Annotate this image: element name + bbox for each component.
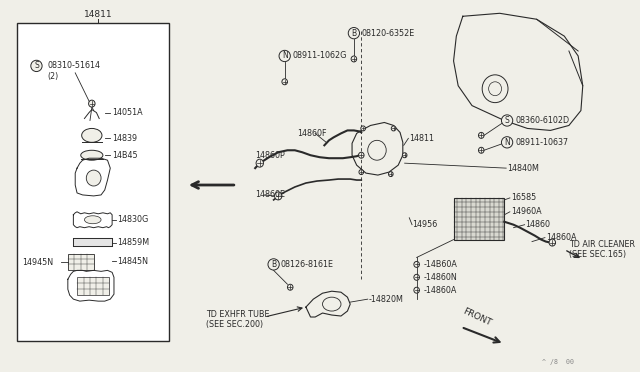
Ellipse shape	[81, 150, 103, 160]
Ellipse shape	[82, 128, 102, 142]
Circle shape	[479, 147, 484, 153]
Circle shape	[361, 126, 365, 131]
Text: 08360-6102D: 08360-6102D	[515, 116, 570, 125]
Text: N: N	[504, 138, 510, 147]
Text: -14860A: -14860A	[424, 286, 458, 295]
Text: 14840M: 14840M	[507, 164, 539, 173]
Text: TD AIR CLEANER: TD AIR CLEANER	[569, 240, 635, 249]
Text: 14860: 14860	[525, 220, 550, 229]
Circle shape	[359, 170, 364, 174]
Text: 08911-10637: 08911-10637	[515, 138, 568, 147]
Text: 14845N: 14845N	[116, 257, 148, 266]
Text: S: S	[34, 61, 39, 70]
Text: 14830G: 14830G	[116, 215, 148, 224]
Text: -14860N: -14860N	[424, 273, 458, 282]
Circle shape	[391, 126, 396, 131]
Text: TD EXHFR TUBE: TD EXHFR TUBE	[206, 310, 269, 318]
Text: (SEE SEC.200): (SEE SEC.200)	[206, 320, 264, 330]
Text: 14811: 14811	[84, 10, 113, 19]
Ellipse shape	[482, 75, 508, 103]
Circle shape	[368, 140, 386, 160]
Text: FRONT: FRONT	[461, 307, 492, 327]
Circle shape	[388, 171, 393, 177]
Circle shape	[549, 239, 556, 246]
Text: 08120-6352E: 08120-6352E	[362, 29, 415, 38]
Text: 14860A: 14860A	[546, 233, 577, 242]
Text: 14860P: 14860P	[255, 151, 285, 160]
Circle shape	[403, 153, 407, 158]
Text: 14860F: 14860F	[297, 129, 326, 138]
Text: ^ /8  00: ^ /8 00	[541, 359, 573, 365]
Text: 08310-51614: 08310-51614	[47, 61, 100, 70]
Text: N: N	[282, 51, 287, 61]
Bar	[17, 23, 170, 341]
Text: 14811: 14811	[409, 134, 435, 143]
Text: -14B60A: -14B60A	[424, 260, 458, 269]
Circle shape	[275, 192, 282, 200]
Bar	[68, 254, 93, 270]
Circle shape	[479, 132, 484, 138]
Text: 14859M: 14859M	[116, 238, 149, 247]
Text: 14945N: 14945N	[22, 258, 53, 267]
Circle shape	[414, 262, 419, 267]
Text: 14956: 14956	[412, 220, 437, 229]
Text: 14960A: 14960A	[511, 207, 541, 216]
Circle shape	[358, 152, 364, 158]
Text: (SEE SEC.165): (SEE SEC.165)	[569, 250, 626, 259]
Circle shape	[88, 100, 95, 107]
Circle shape	[86, 170, 101, 186]
Ellipse shape	[488, 82, 502, 96]
Circle shape	[414, 287, 419, 293]
Ellipse shape	[84, 216, 101, 224]
Text: B: B	[271, 260, 276, 269]
Text: B: B	[351, 29, 356, 38]
Text: S: S	[505, 116, 509, 125]
Bar	[77, 277, 109, 295]
Circle shape	[351, 56, 356, 62]
Text: 14839: 14839	[112, 134, 137, 143]
Circle shape	[287, 284, 293, 290]
Text: 16585: 16585	[511, 193, 536, 202]
Circle shape	[282, 79, 287, 85]
Ellipse shape	[323, 297, 341, 311]
Text: 14860E: 14860E	[255, 190, 285, 199]
Text: 14B45: 14B45	[112, 151, 138, 160]
Text: 08911-1062G: 08911-1062G	[292, 51, 346, 61]
Circle shape	[414, 274, 419, 280]
Text: -14820M: -14820M	[369, 295, 404, 304]
Circle shape	[256, 159, 264, 167]
Text: 14051A: 14051A	[112, 108, 143, 117]
Text: 08126-8161E: 08126-8161E	[281, 260, 334, 269]
Bar	[454, 198, 504, 240]
Text: (2): (2)	[47, 72, 59, 81]
